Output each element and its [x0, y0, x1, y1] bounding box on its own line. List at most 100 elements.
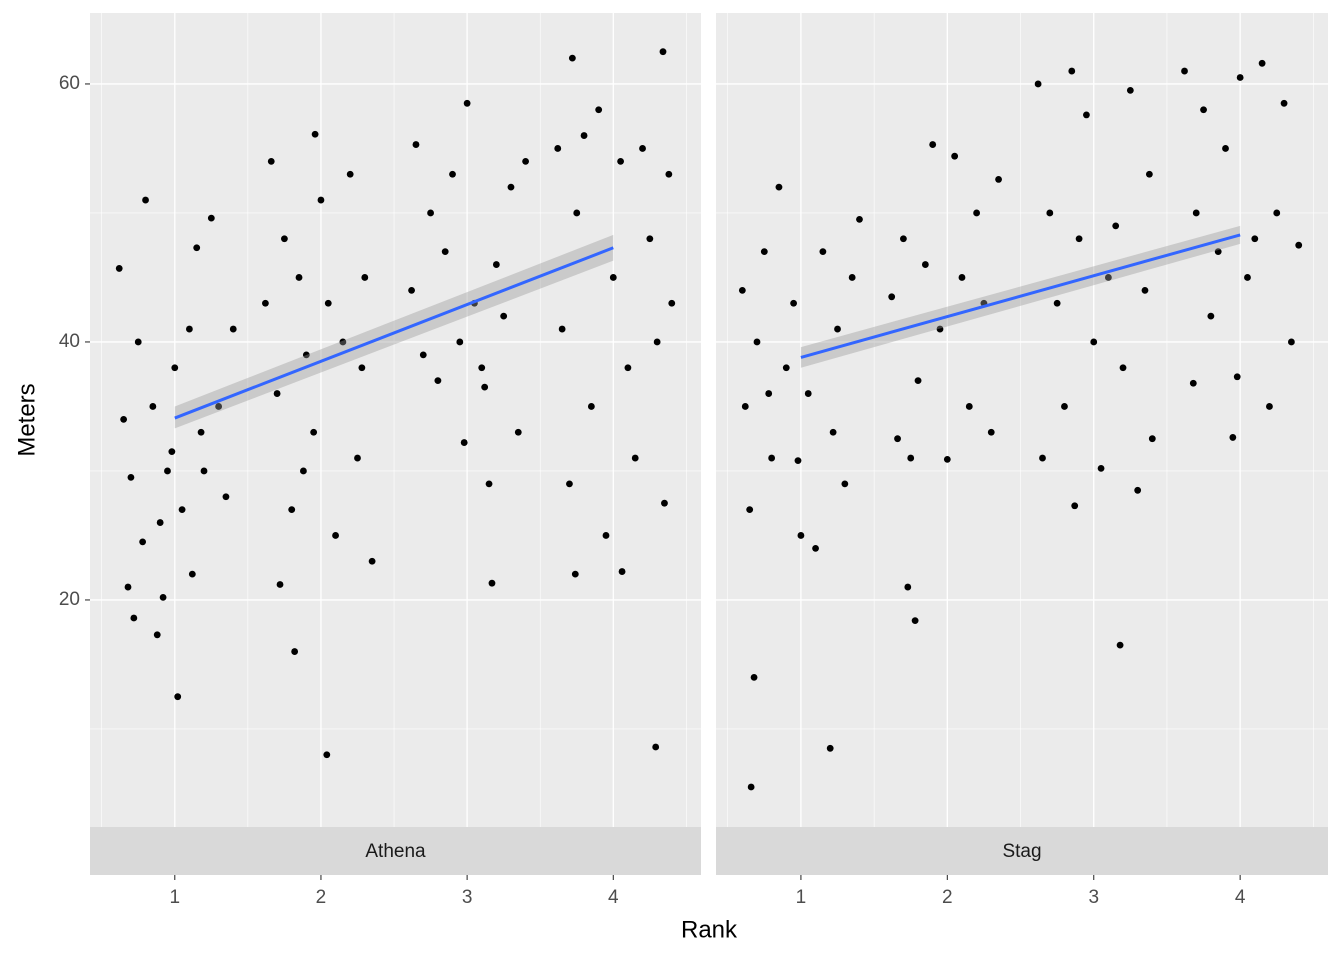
- point: [921, 261, 929, 268]
- point: [1039, 454, 1046, 462]
- point: [987, 428, 995, 436]
- point: [1034, 80, 1042, 88]
- point: [580, 132, 588, 139]
- point: [1181, 67, 1188, 75]
- point: [804, 390, 812, 397]
- point: [1083, 111, 1090, 119]
- point: [358, 364, 366, 372]
- point: [1233, 373, 1241, 381]
- point: [262, 299, 269, 307]
- point: [661, 499, 668, 507]
- x-axis-label: Rank: [681, 916, 738, 943]
- point: [624, 364, 632, 372]
- point: [288, 506, 296, 514]
- point: [1071, 502, 1079, 510]
- point: [456, 338, 464, 346]
- point: [1214, 248, 1222, 256]
- point: [929, 141, 937, 148]
- point: [573, 209, 581, 217]
- point: [174, 693, 182, 701]
- point: [1273, 209, 1281, 217]
- point: [1090, 338, 1098, 346]
- point: [514, 428, 522, 436]
- point: [738, 286, 746, 294]
- point: [434, 377, 442, 385]
- point: [311, 130, 319, 138]
- point: [1126, 87, 1134, 94]
- fit-line: [800, 233, 1241, 359]
- point: [943, 455, 951, 463]
- point: [665, 170, 673, 178]
- point: [595, 106, 603, 114]
- strip: [90, 827, 701, 875]
- panel-background: [90, 13, 701, 827]
- point: [507, 183, 515, 191]
- point: [894, 435, 901, 443]
- point: [554, 145, 562, 152]
- point: [951, 152, 959, 160]
- point: [200, 467, 208, 475]
- point: [841, 480, 849, 488]
- point: [1112, 222, 1120, 230]
- point: [834, 325, 841, 333]
- point: [646, 235, 654, 243]
- point: [142, 196, 149, 204]
- point: [1061, 403, 1068, 410]
- point: [826, 744, 834, 752]
- point: [207, 214, 215, 222]
- point: [911, 617, 919, 624]
- point: [168, 448, 176, 456]
- point: [794, 457, 802, 465]
- point: [1134, 486, 1142, 494]
- y-tick-label: 40: [59, 331, 80, 352]
- x-tick-label: 3: [462, 887, 473, 908]
- point: [134, 338, 142, 346]
- point: [441, 248, 449, 256]
- point: [1192, 209, 1200, 217]
- point: [1207, 312, 1215, 320]
- point: [323, 751, 331, 759]
- point: [746, 506, 754, 514]
- point: [900, 235, 907, 243]
- point: [222, 493, 230, 501]
- point: [566, 480, 573, 488]
- point: [750, 673, 758, 681]
- point: [1145, 170, 1153, 178]
- point: [775, 183, 783, 191]
- point: [587, 403, 595, 410]
- point: [1189, 379, 1197, 387]
- fit-line: [174, 246, 614, 420]
- point: [1141, 286, 1149, 294]
- x-tick-label: 2: [942, 887, 953, 908]
- point: [408, 286, 415, 294]
- point: [639, 145, 646, 152]
- point: [652, 743, 660, 751]
- point: [856, 216, 863, 223]
- x-tick-label: 1: [169, 887, 180, 908]
- point: [300, 467, 307, 475]
- point: [1119, 364, 1127, 372]
- point: [354, 454, 361, 462]
- strip-label: Stag: [1002, 841, 1041, 862]
- point: [130, 614, 138, 622]
- point: [197, 428, 205, 436]
- point: [317, 196, 325, 204]
- point: [914, 377, 922, 385]
- point: [346, 170, 354, 178]
- point: [481, 383, 489, 391]
- point: [522, 157, 529, 165]
- point: [904, 583, 912, 591]
- point: [973, 209, 981, 217]
- point: [812, 544, 819, 552]
- point: [178, 506, 186, 514]
- y-tick-label: 20: [59, 589, 80, 610]
- x-tick-label: 1: [796, 887, 807, 908]
- point: [1097, 464, 1105, 472]
- point: [488, 579, 496, 587]
- point: [492, 261, 500, 268]
- point: [295, 274, 303, 281]
- point: [153, 631, 161, 639]
- point: [558, 325, 566, 333]
- point: [485, 480, 493, 488]
- panel-background: [716, 13, 1328, 827]
